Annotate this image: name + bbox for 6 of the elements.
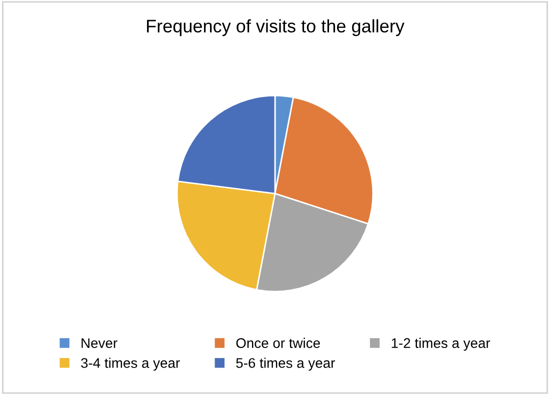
legend-label: 1-2 times a year xyxy=(392,338,490,351)
legend-label: Once or twice xyxy=(236,338,320,348)
legend-label: 3-4 times a year xyxy=(81,358,180,371)
legend-label: Never xyxy=(82,338,118,348)
chart-title: Frequency of visits to the gallery xyxy=(147,19,404,36)
legend-label: 5-6 times a year xyxy=(236,358,335,371)
